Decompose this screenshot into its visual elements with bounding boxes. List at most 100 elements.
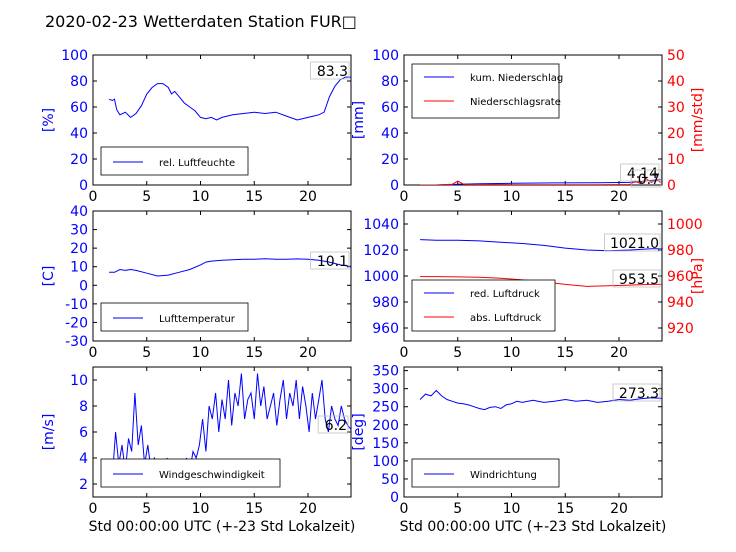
y-tick-label: 40 <box>381 126 399 142</box>
y-tick-label: 8 <box>79 399 88 415</box>
y-tick-label: 100 <box>61 48 88 64</box>
y-tick-label: 0 <box>79 278 88 294</box>
x-axis-label: Std 00:00:00 UTC (+-23 Std Lokalzeit) <box>400 519 667 535</box>
y-tick-label: -30 <box>65 334 88 350</box>
y-tick-label: 350 <box>372 364 399 380</box>
annotation-value: 6.2 <box>325 418 347 434</box>
y-axis-label: [%] <box>41 108 57 132</box>
y-tick-label: 0 <box>390 490 399 506</box>
x-tick-label: 5 <box>453 501 462 517</box>
y-tick-label: 80 <box>381 74 399 90</box>
annotation-value: 10.1 <box>317 254 348 270</box>
legend-label: red. Luftdruck <box>470 289 540 300</box>
x-tick-label: 0 <box>400 189 409 205</box>
y-right-tick-label: 10 <box>667 152 685 168</box>
x-tick-label: 0 <box>400 501 409 517</box>
annotation-value: 83.3 <box>317 64 348 80</box>
y-right-tick-label: 20 <box>667 126 685 142</box>
legend-label: kum. Niederschlag <box>470 73 563 84</box>
y-tick-label: 10 <box>70 260 88 276</box>
figure-title: 2020-02-23 Wetterdaten Station FUR□ <box>45 12 357 31</box>
x-tick-label: 0 <box>89 345 98 361</box>
y-right-axis-label: [hPa] <box>690 258 706 294</box>
y-axis-label: [C] <box>41 266 57 287</box>
y-tick-label: 200 <box>372 418 399 434</box>
y-tick-label: 10 <box>70 373 88 389</box>
y-tick-label: 20 <box>70 152 88 168</box>
y-right-axis-label: [mm/std] <box>690 88 706 153</box>
x-tick-label: 5 <box>142 345 151 361</box>
annotation-value: 953.5 <box>619 272 659 288</box>
annotation-value: 1021.0 <box>610 236 659 252</box>
x-tick-label: 15 <box>245 189 263 205</box>
x-tick-label: 10 <box>192 501 210 517</box>
y-right-tick-label: 980 <box>667 243 694 259</box>
y-tick-label: 0 <box>390 178 399 194</box>
y-tick-label: 60 <box>381 100 399 116</box>
y-tick-label: 40 <box>70 204 88 220</box>
y-tick-label: 980 <box>372 295 399 311</box>
x-tick-label: 10 <box>503 501 521 517</box>
y-tick-label: 6 <box>79 425 88 441</box>
legend-label: Niederschlagsrate <box>470 97 561 108</box>
y-tick-label: 1040 <box>363 217 399 233</box>
y-axis-label: [mm] <box>351 101 367 139</box>
x-tick-label: 10 <box>503 345 521 361</box>
x-tick-label: 20 <box>299 345 317 361</box>
y-right-tick-label: 920 <box>667 321 694 337</box>
x-tick-label: 15 <box>556 189 574 205</box>
chart-windspeed: 0 5 10 15 20 2 4 6 8 10 [m/s] Std 00:00:00 UTC (+-2… <box>41 367 355 535</box>
y-tick-label: 20 <box>70 241 88 257</box>
x-axis-label: Std 00:00:00 UTC (+-23 Std Lokalzeit) <box>89 519 356 535</box>
x-tick-label: 20 <box>610 345 628 361</box>
x-tick-label: 5 <box>142 189 151 205</box>
legend-label: Windrichtung <box>470 470 537 481</box>
y-tick-label: 20 <box>381 152 399 168</box>
y-tick-label: 50 <box>381 472 399 488</box>
x-tick-label: 5 <box>453 189 462 205</box>
weather-charts: 2020-02-23 Wetterdaten Station FUR□ 0 5 10… <box>0 0 736 552</box>
x-tick-label: 15 <box>245 501 263 517</box>
y-right-tick-label: 40 <box>667 74 685 90</box>
legend-label: Windgeschwindigkeit <box>159 470 265 481</box>
chart-temperature: 0 5 10 15 20 -30 -20 -10 0 10 20 30 40 [C] Lufttempera… <box>41 204 351 361</box>
y-tick-label: 960 <box>372 321 399 337</box>
y-tick-label: -10 <box>65 297 88 313</box>
x-tick-label: 5 <box>142 501 151 517</box>
y-right-tick-label: 1000 <box>667 217 703 233</box>
y-tick-label: 100 <box>372 454 399 470</box>
legend-label: abs. Luftdruck <box>470 313 541 324</box>
y-tick-label: 0 <box>79 178 88 194</box>
chart-humidity: 0 5 10 15 20 0 20 40 60 80 100 [%] rel. Luftfeuchte 8… <box>41 48 351 205</box>
y-tick-label: 100 <box>372 48 399 64</box>
y-right-tick-label: 0 <box>667 178 676 194</box>
y-tick-label: 4 <box>79 451 88 467</box>
x-tick-label: 0 <box>89 189 98 205</box>
y-tick-label: 80 <box>70 74 88 90</box>
chart-precipitation: 0 5 10 15 20 0 20 40 60 80 100 0 10 20 30 40 50 [mm] [mm/s… <box>351 48 706 205</box>
x-tick-label: 20 <box>610 501 628 517</box>
x-tick-label: 15 <box>245 345 263 361</box>
x-tick-label: 5 <box>453 345 462 361</box>
legend-label: Lufttemperatur <box>159 314 236 325</box>
annotation-value: 273.3 <box>619 386 659 402</box>
x-tick-label: 20 <box>299 189 317 205</box>
y-axis-label: [deg] <box>351 413 367 450</box>
chart-pressure: 0 5 10 15 20 960 980 1000 1020 1040 920 940 960 980 10… <box>363 211 706 361</box>
y-right-tick-label: 50 <box>667 48 685 64</box>
x-tick-label: 10 <box>192 189 210 205</box>
x-tick-label: 15 <box>556 345 574 361</box>
y-axis-label: [m/s] <box>41 414 57 451</box>
y-tick-label: 30 <box>70 223 88 239</box>
y-tick-label: 250 <box>372 400 399 416</box>
x-tick-label: 15 <box>556 501 574 517</box>
y-tick-label: 1000 <box>363 269 399 285</box>
x-tick-label: 20 <box>299 501 317 517</box>
x-tick-label: 10 <box>503 189 521 205</box>
y-right-tick-label: 30 <box>667 100 685 116</box>
y-tick-label: 2 <box>79 477 88 493</box>
y-tick-label: -20 <box>65 315 88 331</box>
x-tick-label: 0 <box>89 501 98 517</box>
y-tick-label: 300 <box>372 382 399 398</box>
